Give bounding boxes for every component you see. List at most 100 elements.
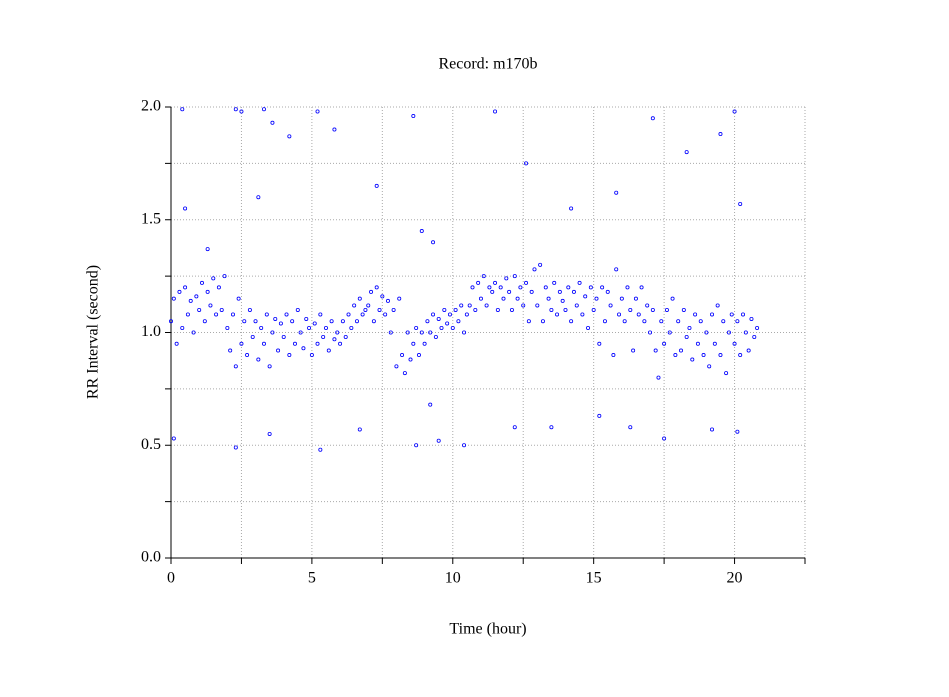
- y-tick-label: 0.0: [141, 549, 161, 566]
- point: [332, 127, 337, 132]
- point: [625, 285, 630, 290]
- point: [419, 229, 424, 234]
- point: [225, 325, 230, 330]
- point: [202, 319, 207, 324]
- point: [684, 150, 689, 155]
- point: [391, 307, 396, 312]
- point: [555, 312, 560, 317]
- point: [253, 319, 258, 324]
- point: [400, 353, 405, 358]
- point: [710, 427, 715, 432]
- point: [645, 303, 650, 308]
- x-tick-label: 5: [308, 570, 316, 587]
- point: [459, 303, 464, 308]
- point: [487, 285, 492, 290]
- point: [205, 247, 210, 252]
- point: [256, 195, 261, 200]
- point: [292, 341, 297, 346]
- point: [326, 348, 331, 353]
- x-tick-label: 15: [586, 570, 602, 587]
- point: [442, 307, 447, 312]
- point: [290, 319, 295, 324]
- point: [597, 413, 602, 418]
- point: [332, 337, 337, 342]
- point: [743, 330, 748, 335]
- point: [600, 285, 605, 290]
- point: [214, 312, 219, 317]
- point: [219, 307, 224, 312]
- point: [284, 312, 289, 317]
- point: [755, 325, 760, 330]
- point: [281, 335, 286, 340]
- point: [301, 346, 306, 351]
- point: [543, 285, 548, 290]
- point: [321, 335, 326, 340]
- point: [287, 134, 292, 139]
- point: [318, 447, 323, 452]
- chart-title: Record: m170b: [438, 56, 537, 73]
- point: [563, 307, 568, 312]
- point: [662, 436, 667, 441]
- point: [664, 307, 669, 312]
- point: [208, 303, 213, 308]
- point: [467, 303, 472, 308]
- point: [738, 201, 743, 206]
- point: [408, 357, 413, 362]
- point: [650, 307, 655, 312]
- point: [552, 280, 557, 285]
- point: [679, 348, 684, 353]
- point: [453, 307, 458, 312]
- point: [174, 341, 179, 346]
- point: [549, 425, 554, 430]
- point: [352, 303, 357, 308]
- point: [524, 161, 529, 166]
- point: [546, 296, 551, 301]
- point: [197, 307, 202, 312]
- point: [602, 319, 607, 324]
- point: [447, 312, 452, 317]
- point: [191, 330, 196, 335]
- point: [540, 319, 545, 324]
- point: [495, 307, 500, 312]
- point: [374, 285, 379, 290]
- point: [236, 296, 241, 301]
- point: [752, 335, 757, 340]
- point: [614, 267, 619, 272]
- point: [360, 312, 365, 317]
- point: [746, 348, 751, 353]
- point: [377, 307, 382, 312]
- point: [261, 341, 266, 346]
- point: [687, 325, 692, 330]
- point: [693, 312, 698, 317]
- point: [177, 289, 182, 294]
- point: [233, 107, 238, 112]
- point: [614, 190, 619, 195]
- point: [588, 285, 593, 290]
- point: [239, 341, 244, 346]
- point: [259, 325, 264, 330]
- point: [329, 319, 334, 324]
- point: [628, 307, 633, 312]
- point: [199, 280, 204, 285]
- point: [611, 353, 616, 358]
- point: [656, 375, 661, 380]
- point: [383, 312, 388, 317]
- point: [698, 319, 703, 324]
- point: [653, 348, 658, 353]
- point: [267, 431, 272, 436]
- point: [462, 330, 467, 335]
- point: [524, 280, 529, 285]
- point: [194, 294, 199, 299]
- point: [419, 330, 424, 335]
- point: [456, 319, 461, 324]
- point: [690, 357, 695, 362]
- point: [501, 296, 506, 301]
- point: [216, 285, 221, 290]
- point: [369, 289, 374, 294]
- point: [470, 285, 475, 290]
- point: [673, 353, 678, 358]
- point: [721, 319, 726, 324]
- point: [712, 341, 717, 346]
- point: [405, 330, 410, 335]
- point: [574, 303, 579, 308]
